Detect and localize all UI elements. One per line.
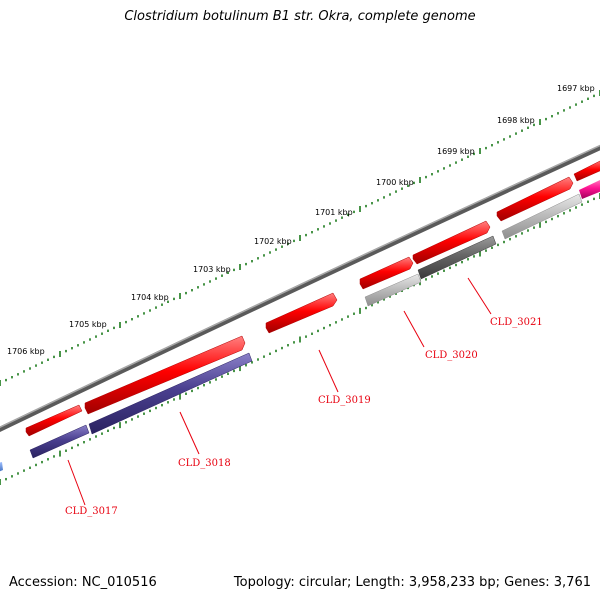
feature-block[interactable] — [88, 352, 253, 435]
topology-text: Topology: circular; Length: 3,958,233 bp… — [233, 575, 591, 590]
feature-block[interactable] — [364, 273, 422, 307]
leader-line — [403, 310, 425, 348]
gene-labels: CLD_3017 CLD_3018 CLD_3019 CLD_3020 CLD_… — [65, 317, 543, 517]
gene-leader-lines — [67, 277, 492, 506]
cds-feature[interactable] — [359, 256, 414, 290]
ruler-label: 1698 kbp — [497, 116, 535, 125]
gene-label[interactable]: CLD_3021 — [490, 317, 543, 328]
cds-feature[interactable] — [496, 176, 574, 222]
inner-ticks — [0, 193, 600, 485]
ruler-label: 1699 kbp — [437, 147, 475, 156]
feature-block[interactable] — [501, 193, 583, 240]
ruler-label: 1701 kbp — [315, 208, 353, 217]
ruler-label: 1705 kbp — [69, 320, 107, 329]
map-title: Clostridium botulinum B1 str. Okra, comp… — [124, 9, 476, 24]
ruler-label: 1706 kbp — [7, 347, 45, 356]
gene-label[interactable]: CLD_3017 — [65, 506, 118, 517]
gene-label[interactable]: CLD_3020 — [425, 350, 478, 361]
cds-feature[interactable] — [25, 404, 83, 437]
cds-feature[interactable] — [412, 220, 491, 265]
leader-line — [179, 411, 200, 455]
feature-block[interactable] — [417, 235, 497, 280]
cds-feature[interactable] — [265, 292, 338, 334]
leader-line — [318, 349, 339, 393]
ruler-label: 1703 kbp — [193, 265, 231, 274]
feature-block[interactable] — [29, 424, 90, 459]
ruler-label: 1704 kbp — [131, 293, 169, 302]
feature-block[interactable] — [0, 462, 3, 472]
ruler-ticks — [0, 90, 600, 386]
gene-label[interactable]: CLD_3018 — [178, 458, 231, 469]
leader-line — [67, 459, 86, 506]
feature-block[interactable] — [579, 179, 600, 199]
gene-label[interactable]: CLD_3019 — [318, 395, 371, 406]
genome-backbone — [0, 144, 600, 432]
genome-backbone-highlight — [0, 144, 600, 429]
ruler-label: 1702 kbp — [254, 237, 292, 246]
accession-text: Accession: NC_010516 — [9, 575, 157, 590]
second-track-features — [0, 179, 600, 472]
forward-strand-features — [25, 160, 600, 437]
leader-line — [467, 277, 492, 315]
cds-feature[interactable] — [573, 160, 600, 182]
cds-feature[interactable] — [84, 335, 246, 415]
ruler-labels: 1697 kbp 1698 kbp 1699 kbp 1700 kbp 1701… — [7, 84, 595, 356]
ruler-label: 1700 kbp — [376, 178, 414, 187]
ruler-label: 1697 kbp — [557, 84, 595, 93]
